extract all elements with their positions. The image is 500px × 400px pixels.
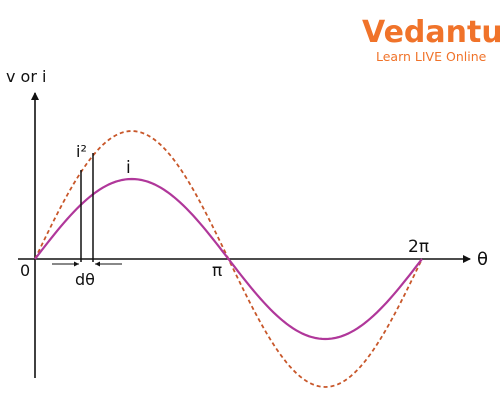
current-curve [34,177,423,341]
vedantu-logo: Vedantu Learn LIVE Online [362,15,500,64]
i-squared-label: i² [76,142,87,161]
pi-label: π [212,261,222,281]
d-theta-arrowhead-left [74,261,79,267]
logo-tagline: Learn LIVE Online [376,49,487,64]
d-theta-arrowhead-right [95,261,100,267]
y-axis-label: v or i [6,67,46,86]
d-theta-label: dθ [75,270,95,289]
two-pi-label: 2π [408,237,429,257]
origin-label: 0 [20,261,30,280]
logo-brand: Vedantu [362,15,500,50]
x-axis-label: θ [477,249,488,270]
i-label: i [126,158,131,178]
